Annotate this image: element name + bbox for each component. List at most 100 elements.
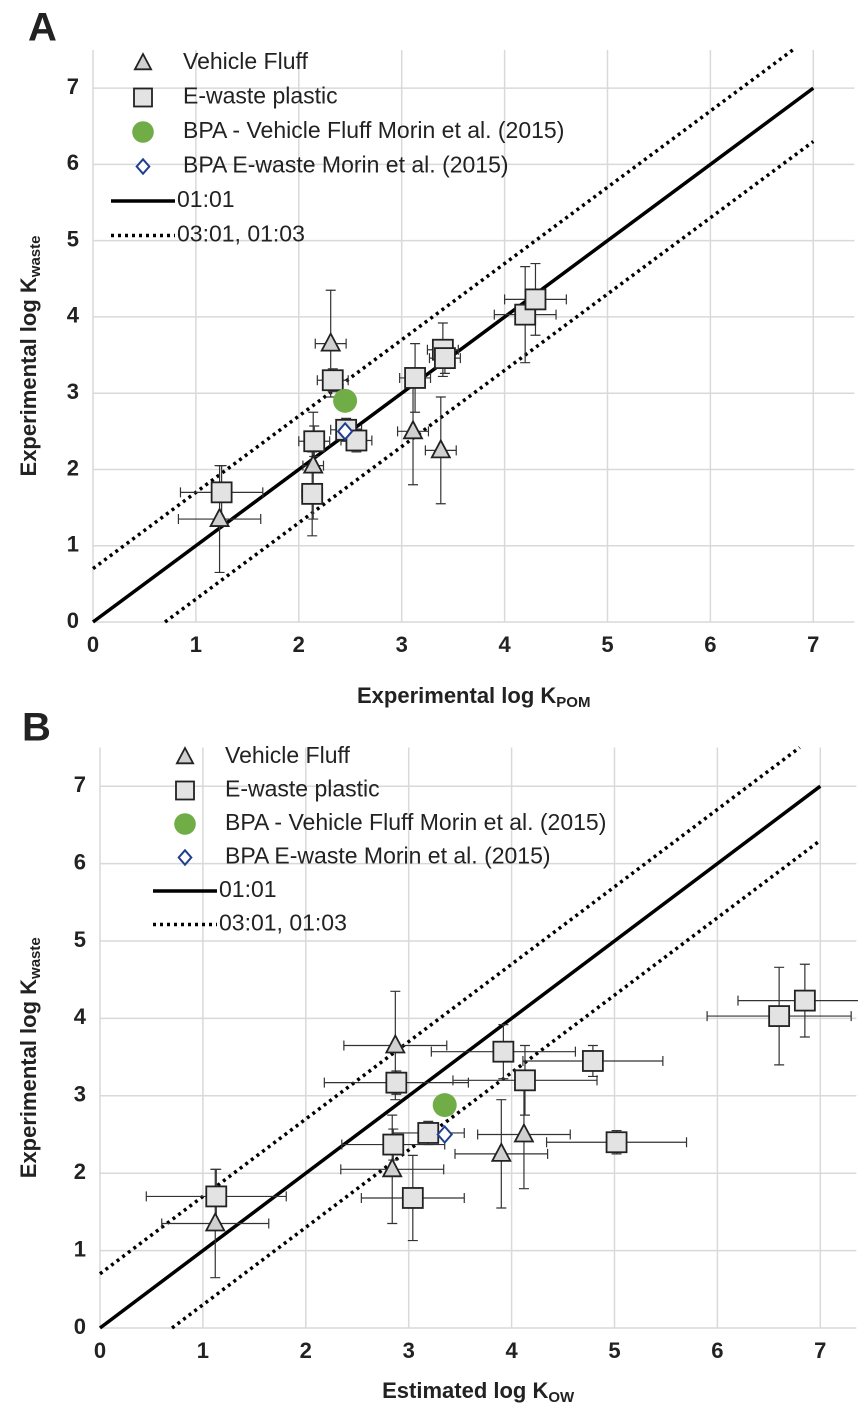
square-marker xyxy=(404,367,426,389)
reference-line xyxy=(98,746,822,1330)
x-tick-label: 3 xyxy=(403,1338,415,1363)
square-marker xyxy=(434,347,456,370)
reference-line xyxy=(91,48,815,624)
square-marker xyxy=(793,989,816,1012)
square-marker xyxy=(303,430,326,453)
y-axis-title-text: Experimental log K xyxy=(16,979,41,1178)
square-marker xyxy=(605,1131,628,1154)
square-marker xyxy=(417,1122,440,1144)
square-marker xyxy=(345,429,368,452)
square-marker xyxy=(385,1071,408,1094)
x-axis-title-sub: POM xyxy=(556,694,590,711)
square-marker xyxy=(514,1069,536,1092)
panel-label: B xyxy=(22,706,51,750)
square-marker xyxy=(210,481,233,504)
square-marker xyxy=(581,1050,604,1072)
x-tick-label: 6 xyxy=(704,632,716,657)
x-tick-label: 0 xyxy=(94,1338,106,1363)
diamond-marker xyxy=(135,157,151,176)
square-marker xyxy=(205,1185,228,1208)
y-tick-label: 7 xyxy=(74,772,86,797)
circle-marker xyxy=(333,388,358,413)
y-tick-label: 5 xyxy=(67,226,79,251)
triangle-marker xyxy=(302,453,324,474)
triangle-marker xyxy=(175,746,195,765)
legend-label: 03:01, 01:03 xyxy=(177,221,305,247)
x-tick-label: 5 xyxy=(608,1338,620,1363)
circle-marker xyxy=(132,121,154,143)
legend-label: 01:01 xyxy=(219,876,277,902)
y-axis-title-text: Experimental log K xyxy=(16,277,41,476)
legend-label: BPA E-waste Morin et al. (2015) xyxy=(183,152,509,178)
x-tick-label: 7 xyxy=(814,1338,826,1363)
square-marker xyxy=(401,1187,424,1209)
triangle-marker xyxy=(133,52,153,71)
y-axis-title: Experimental log Kwaste xyxy=(16,236,44,477)
triangle-marker xyxy=(384,1033,406,1054)
square-marker xyxy=(133,87,153,108)
triangle-marker xyxy=(402,419,424,440)
legend-label: BPA E-waste Morin et al. (2015) xyxy=(225,843,551,869)
triangle-marker xyxy=(381,1157,403,1178)
square-marker xyxy=(524,288,547,311)
x-axis-title-sub: OW xyxy=(548,1389,575,1406)
y-tick-label: 4 xyxy=(67,303,80,328)
x-axis-title: Experimental log KPOM xyxy=(357,683,590,711)
legend-label: 01:01 xyxy=(177,186,235,212)
square-marker xyxy=(492,1040,515,1063)
y-tick-label: 5 xyxy=(74,927,86,952)
y-tick-label: 0 xyxy=(67,608,79,633)
y-tick-label: 4 xyxy=(74,1004,87,1029)
legend-label: BPA - Vehicle Fluff Morin et al. (2015) xyxy=(183,117,564,143)
triangle-marker xyxy=(204,1211,226,1232)
legend-label: E-waste plastic xyxy=(225,776,380,802)
reference-line xyxy=(98,784,822,1330)
y-tick-label: 2 xyxy=(74,1159,86,1184)
square-marker xyxy=(301,482,324,505)
diamond-marker xyxy=(177,848,193,867)
legend-label: Vehicle Fluff xyxy=(225,742,350,768)
x-tick-label: 2 xyxy=(300,1338,312,1363)
diamond-marker xyxy=(336,421,354,441)
x-tick-label: 4 xyxy=(498,632,511,657)
y-axis-title-sub: waste xyxy=(27,236,44,279)
triangle-marker xyxy=(430,438,452,459)
x-axis-title-text: Estimated log K xyxy=(382,1378,548,1403)
square-marker xyxy=(768,1005,791,1027)
circle-marker xyxy=(432,1093,457,1118)
legend-label: E-waste plastic xyxy=(183,83,338,109)
x-tick-label: 0 xyxy=(87,632,99,657)
y-tick-label: 1 xyxy=(67,532,79,557)
x-tick-label: 1 xyxy=(197,1338,209,1363)
square-marker xyxy=(321,369,344,392)
y-axis-title: Experimental log Kwaste xyxy=(16,937,44,1178)
circle-marker xyxy=(174,813,196,835)
x-tick-label: 2 xyxy=(293,632,305,657)
panel-label: A xyxy=(28,6,57,50)
y-tick-label: 3 xyxy=(74,1082,86,1107)
x-axis-title-text: Experimental log K xyxy=(357,683,556,708)
y-axis-title-sub: waste xyxy=(27,937,44,980)
legend-label: BPA - Vehicle Fluff Morin et al. (2015) xyxy=(225,809,606,835)
y-tick-label: 6 xyxy=(67,150,79,175)
square-marker xyxy=(382,1133,405,1156)
y-tick-label: 3 xyxy=(67,379,79,404)
x-tick-label: 1 xyxy=(190,632,202,657)
legend-label: 03:01, 01:03 xyxy=(219,910,347,936)
triangle-marker xyxy=(320,331,342,352)
x-tick-label: 3 xyxy=(396,632,408,657)
x-tick-label: 7 xyxy=(807,632,819,657)
x-axis-title: Estimated log KOW xyxy=(382,1378,575,1406)
square-marker xyxy=(175,780,195,801)
y-tick-label: 0 xyxy=(74,1314,86,1339)
y-tick-label: 2 xyxy=(67,455,79,480)
y-tick-label: 6 xyxy=(74,849,86,874)
triangle-marker xyxy=(209,507,231,527)
triangle-marker xyxy=(490,1141,512,1162)
x-tick-label: 4 xyxy=(505,1338,518,1363)
legend-label: Vehicle Fluff xyxy=(183,48,308,74)
x-tick-label: 5 xyxy=(601,632,613,657)
diamond-marker xyxy=(436,1124,454,1145)
